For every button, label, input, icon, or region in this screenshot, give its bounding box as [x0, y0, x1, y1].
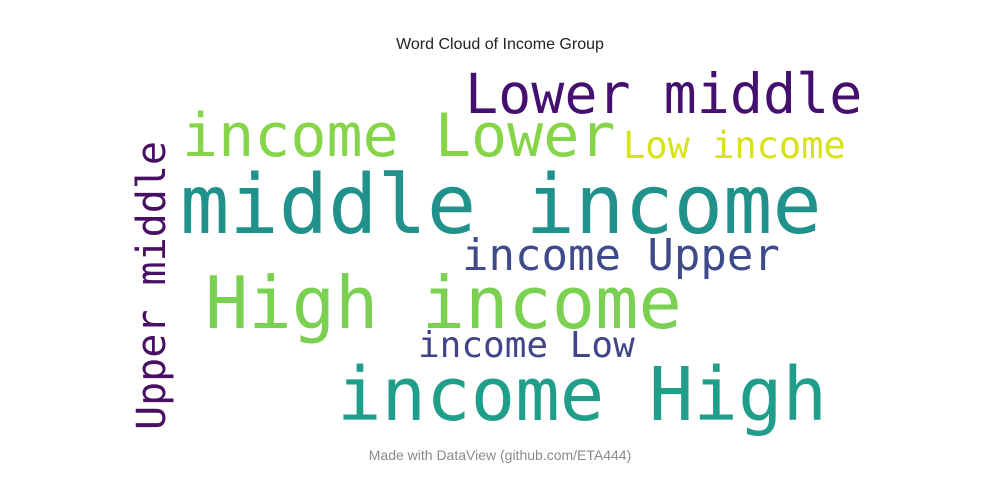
chart-title: Word Cloud of Income Group [396, 36, 604, 53]
word-income-high: income High [337, 352, 827, 438]
word-income-low: income Low [418, 325, 635, 366]
word-income-upper: income Upper [462, 230, 780, 281]
word-income-lower: income Lower [182, 101, 615, 171]
word-low-income: Low income [623, 124, 846, 167]
attribution-footer: Made with DataView (github.com/ETA444) [368, 447, 632, 463]
word-lower-middle: Lower middle [465, 62, 862, 126]
word-middle-income: middle income [180, 158, 822, 253]
word-high-income: High income [205, 261, 682, 345]
word-upper-middle: Upper middle [129, 141, 175, 430]
